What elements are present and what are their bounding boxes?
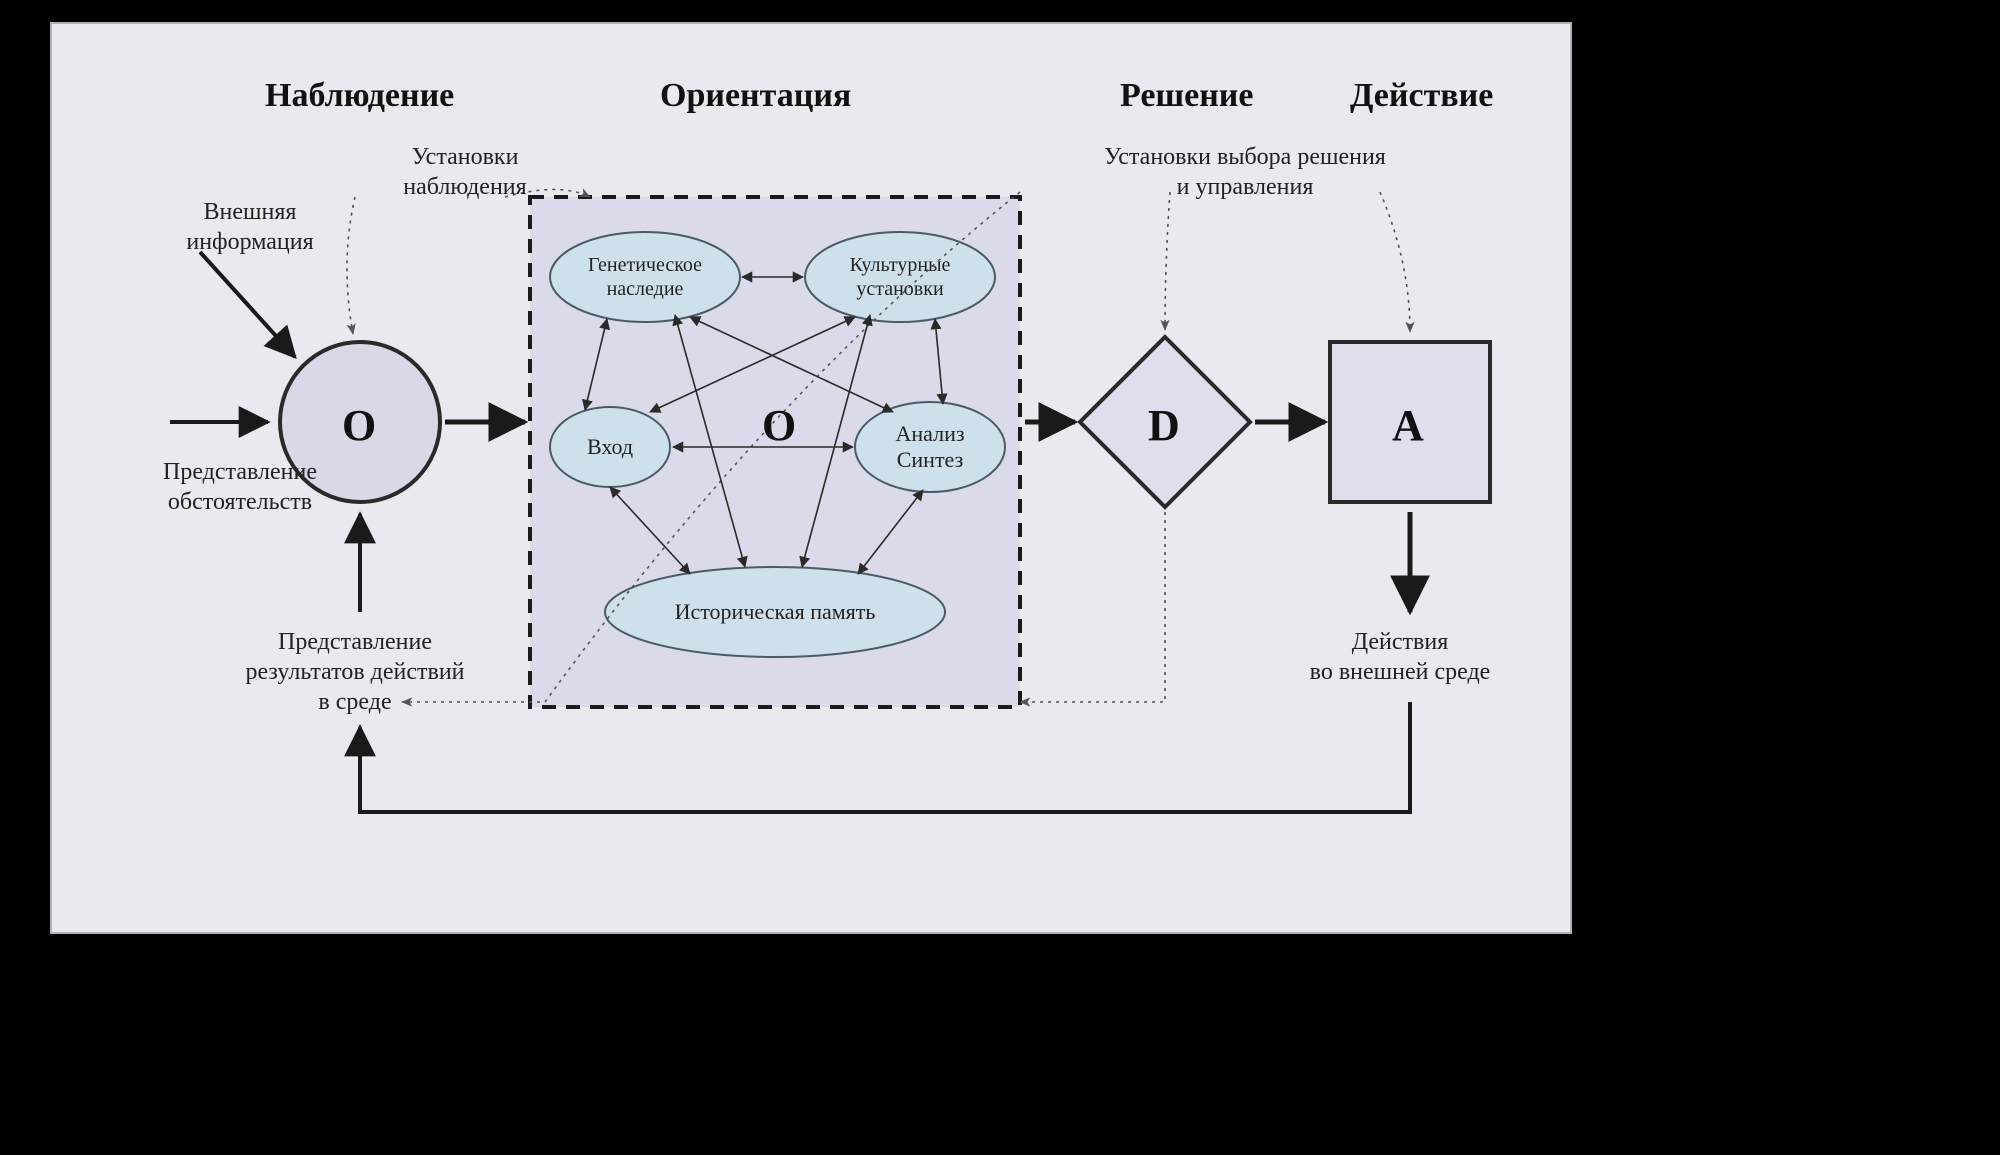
label-dec_settings: Установки выбора решенияи управления [1030,142,1460,202]
heading-observe: Наблюдение [265,77,454,115]
node-letter-decide_diamond: D [1148,400,1180,451]
label-act_env: Действияво внешней среде [1260,627,1540,687]
label-ext_info: Внешняяинформация [140,197,360,257]
heading-decide: Решение [1120,77,1253,115]
ellipse-label-genetic: Генетическоенаследие [550,253,740,301]
node-letter-observe_circle: O [342,400,376,451]
ellipse-label-history: Историческая память [605,599,945,625]
heading-orient: Ориентация [660,77,851,115]
node-letter-orient_letter: O [762,400,796,451]
node-letter-act_rect: A [1392,400,1424,451]
label-obs_settings: Установкинаблюдения [350,142,580,202]
label-results: Представлениерезультатов действийв среде [195,627,515,717]
label-circumst: Представлениеобстоятельств [110,457,370,517]
ellipse-label-input: Вход [550,434,670,460]
ellipse-label-cultural: Культурныеустановки [805,253,995,301]
ellipse-label-analysis: АнализСинтез [855,421,1005,474]
heading-act: Действие [1350,77,1493,115]
